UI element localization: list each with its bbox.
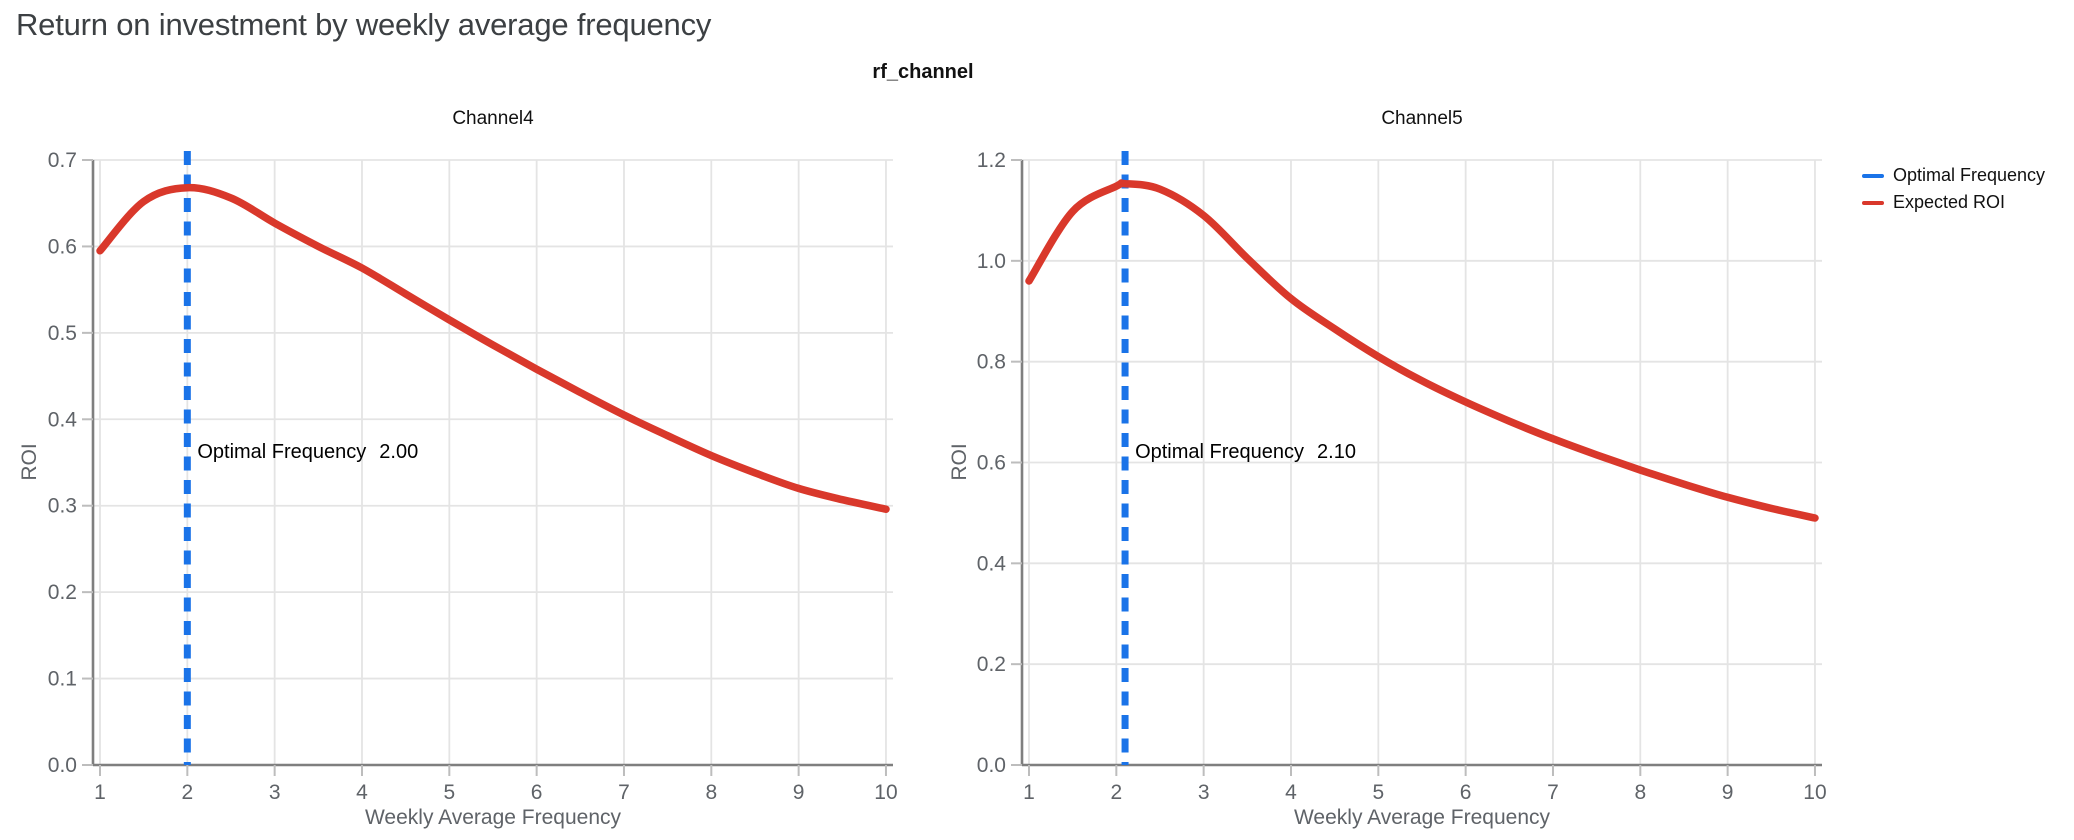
- chart-title-channel5: Channel5: [1381, 108, 1463, 129]
- x-tick-label: 3: [269, 781, 281, 804]
- annotation-label: Optimal Frequency: [1135, 441, 1305, 463]
- page-title: Return on investment by weekly average f…: [16, 7, 712, 42]
- y-tick-label: 0.4: [977, 552, 1007, 575]
- x-tick-label: 4: [1285, 781, 1297, 804]
- y-tick-label: 0.0: [48, 754, 77, 777]
- expected-roi-line-swatch: [1862, 200, 1884, 205]
- legend-item-optimal-frequency: Optimal Frequency: [1862, 162, 2045, 189]
- y-tick-label: 0.6: [977, 452, 1006, 475]
- y-tick-label: 0.3: [48, 495, 77, 518]
- x-axis-title: Weekly Average Frequency: [1293, 806, 1551, 829]
- x-tick-label: 4: [356, 781, 368, 804]
- y-tick-label: 0.1: [48, 668, 77, 691]
- y-tick-label: 0.5: [48, 322, 77, 345]
- x-tick-label: 2: [181, 781, 193, 804]
- optimal-frequency-annotation: Optimal Frequency 2.00: [197, 441, 418, 463]
- annotation-value: 2.00: [379, 441, 419, 463]
- optimal-frequency-annotation: Optimal Frequency 2.10: [1135, 441, 1356, 463]
- x-tick-label: 3: [1198, 781, 1210, 804]
- x-tick-label: 5: [1372, 781, 1384, 804]
- legend-label: Optimal Frequency: [1893, 165, 2046, 185]
- expected-roi-curve: [1025, 179, 1819, 522]
- x-tick-label: 9: [793, 781, 805, 804]
- optimal-frequency-line-swatch: [1862, 173, 1884, 178]
- x-tick-label: 1: [94, 781, 106, 804]
- y-tick-label: 0.4: [48, 408, 78, 431]
- y-axis-title: ROI: [18, 443, 41, 481]
- x-tick-label: 7: [1547, 781, 1559, 804]
- y-tick-label: 1.0: [977, 250, 1006, 273]
- x-tick-label: 2: [1110, 781, 1122, 804]
- expected-roi-curve: [96, 183, 890, 513]
- y-axis-title: ROI: [948, 443, 971, 481]
- x-tick-label: 6: [531, 781, 543, 804]
- y-tick-label: 0.8: [977, 351, 1006, 374]
- chart-title-channel4: Channel4: [452, 108, 534, 129]
- legend: Optimal Frequency Expected ROI: [1862, 162, 2045, 216]
- y-tick-label: 0.2: [48, 581, 77, 604]
- x-tick-label: 8: [1634, 781, 1646, 804]
- y-tick-label: 0.7: [48, 149, 77, 172]
- x-tick-label: 9: [1722, 781, 1734, 804]
- x-tick-label: 5: [443, 781, 455, 804]
- annotation-value: 2.10: [1317, 441, 1356, 463]
- x-tick-label: 10: [1803, 781, 1826, 804]
- legend-label: Expected ROI: [1893, 192, 2006, 212]
- y-tick-label: 0.2: [977, 653, 1006, 676]
- legend-item-expected-roi: Expected ROI: [1862, 189, 2045, 216]
- annotation-label: Optimal Frequency: [197, 441, 367, 463]
- y-tick-label: 1.2: [977, 149, 1006, 172]
- x-axis-title: Weekly Average Frequency: [364, 806, 622, 829]
- facet-field-header: rf_channel: [872, 61, 974, 83]
- y-tick-label: 0.0: [977, 754, 1006, 777]
- x-tick-label: 7: [618, 781, 630, 804]
- x-tick-label: 10: [874, 781, 897, 804]
- x-tick-label: 8: [705, 781, 717, 804]
- x-tick-label: 6: [1460, 781, 1472, 804]
- x-tick-label: 1: [1023, 781, 1035, 804]
- y-tick-label: 0.6: [48, 235, 77, 258]
